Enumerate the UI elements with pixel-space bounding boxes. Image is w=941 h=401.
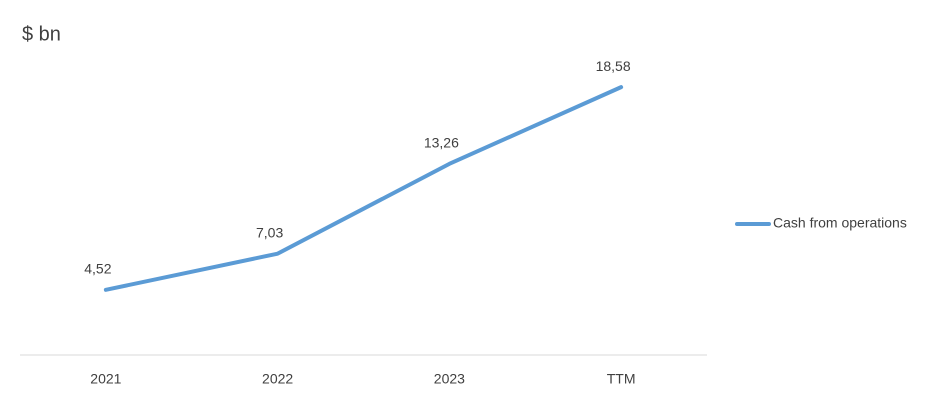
x-tick-label: 2022 <box>262 371 293 387</box>
y-axis-label: $ bn <box>22 23 61 45</box>
data-label: 13,26 <box>424 135 459 151</box>
line <box>103 85 624 292</box>
x-tick-label: 2023 <box>434 371 465 387</box>
data-label: 18,58 <box>596 58 631 74</box>
legend-label: Cash from operations <box>773 215 907 231</box>
x-tick-label: 2021 <box>90 371 121 387</box>
x-tick-label: TTM <box>607 371 636 387</box>
data-label: 7,03 <box>256 224 283 240</box>
data-label: 4,52 <box>84 261 111 277</box>
